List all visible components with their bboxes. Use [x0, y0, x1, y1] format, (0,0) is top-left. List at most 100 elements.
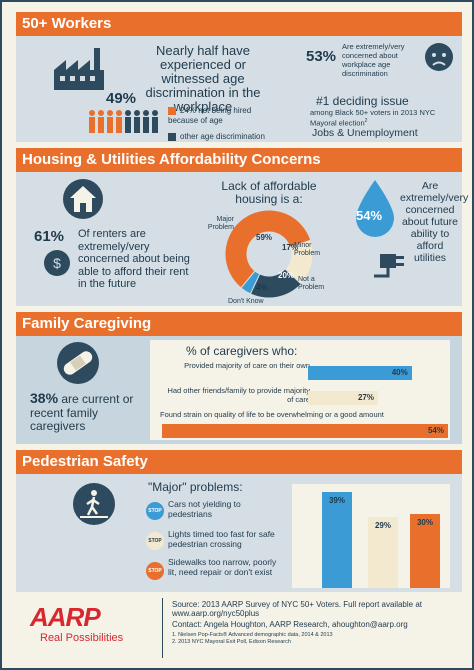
aarp-tagline: Real Possibilities [40, 632, 124, 644]
slice-label-not: 20% [278, 271, 294, 280]
concern-text: Are extremely/very concerned about workp… [342, 42, 405, 78]
stop-sign-icon: STOP [146, 562, 164, 580]
caregiving-text: 38% are current or recent family caregiv… [30, 390, 140, 434]
person-icon [107, 110, 113, 116]
care-cat-0: Provided majority of care on their own [184, 361, 310, 370]
worried-face-icon [425, 43, 453, 71]
slice-label-minor: 17% [282, 243, 298, 252]
person-body [152, 117, 158, 133]
pie-label-major: Major Problem [207, 216, 234, 231]
housing-chart-title: Lack of affordable housing is a: [221, 179, 317, 206]
utilities-pct: 54% [356, 208, 383, 223]
ped-cat-1: Lights timed too fast for safe pedestria… [168, 529, 275, 549]
svg-text:$: $ [53, 255, 61, 271]
footnote-2: 2. 2013 NYC Mayoral Exit Poll, Edison Re… [172, 639, 291, 645]
person-body [125, 117, 131, 133]
housing-body: 61% $ Of renters are extremely/very conc… [16, 172, 468, 306]
workers-legend: 24% not being hired because of age other… [168, 106, 278, 142]
footer-divider [162, 598, 163, 658]
workers-pct: 49% [106, 90, 137, 107]
ped-cat-0: Cars not yielding to pedestrians [168, 499, 241, 519]
care-bar-2: 54% [162, 424, 448, 438]
ped-bar-2: 30% [410, 514, 440, 588]
footer: AARP Real Possibilities Source: 2013 AAR… [16, 598, 462, 660]
stop-sign-icon: STOP [146, 532, 164, 550]
person-icon [116, 110, 122, 116]
pedestrian-chart-title: "Major" problems: [148, 480, 243, 494]
footnote-1: 1. Nielsen Pop-Facts® Advanced demograph… [172, 632, 333, 638]
legend-swatch [168, 132, 176, 141]
caregiving-header: Family Caregiving [16, 312, 462, 336]
aarp-logo: AARP [30, 602, 101, 632]
pie-slice-3 [240, 270, 261, 295]
issue-text-body: among Black 50+ voters in 2013 NYC Mayor… [310, 108, 436, 128]
issue-footnote: 2 [364, 118, 368, 124]
issue-answer: Jobs & Unemployment [312, 127, 418, 139]
pedestrian-header: Pedestrian Safety [16, 450, 462, 474]
care-bar-0: 40% [308, 366, 412, 380]
ped-bar-label-2: 30% [416, 518, 433, 528]
pie-label-not: Not a Problem [298, 276, 325, 291]
ped-bar-0: 39% [322, 492, 352, 588]
ped-cat-2: Sidewalks too narrow, poorly lit, need r… [168, 557, 277, 577]
person-body [107, 117, 113, 133]
ped-bar-label-1: 29% [374, 520, 391, 530]
pie-label-dontknow: Don't Know [228, 298, 264, 305]
slice-label-major: 59% [256, 233, 272, 242]
person-icon [134, 110, 140, 116]
workers-header: 50+ Workers [16, 12, 462, 36]
renters-text: Of renters are extremely/very concerned … [78, 228, 190, 290]
concern-pct: 53% [306, 48, 337, 65]
renters-pct: 61% [34, 228, 65, 245]
care-cat-2: Found strain on quality of life to be ov… [160, 410, 384, 419]
care-bar-1: 27% [308, 391, 378, 405]
ped-bar-1: 29% [368, 516, 398, 588]
person-icon [125, 110, 131, 116]
caregiving-chart-panel [150, 340, 450, 440]
footer-contact: Contact: Angela Houghton, AARP Research,… [172, 620, 408, 629]
person-icon [98, 110, 104, 116]
caregiving-chart-title: % of caregivers who: [186, 344, 298, 358]
slice-label-dontknow: 4% [256, 283, 268, 292]
footer-source: Source: 2013 AARP Survey of NYC 50+ Vote… [172, 600, 422, 618]
ped-bar-label-0: 39% [328, 496, 345, 505]
legend-label: other age discrimination [180, 132, 265, 141]
pie-slice-0 [224, 209, 312, 289]
legend-item-other: other age discrimination [168, 132, 278, 142]
caregiving-body: 38% are current or recent family caregiv… [16, 336, 462, 444]
person-body [98, 117, 104, 133]
money-icon: $ [44, 250, 70, 276]
caregiving-pct-text: are current or recent family caregivers [30, 392, 134, 433]
care-cat-1: Had other friends/family to provide majo… [167, 386, 310, 404]
person-body [116, 117, 122, 133]
water-drop-icon [356, 180, 394, 237]
bandage-icon [57, 342, 99, 384]
people-bar-icon [89, 110, 158, 133]
caregiving-pct: 38% [30, 390, 59, 406]
legend-swatch [168, 106, 176, 115]
care-bar-label-2: 54% [427, 426, 444, 435]
issue-title: #1 deciding issue [316, 94, 409, 108]
person-body [134, 117, 140, 133]
stop-sign-icon: STOP [146, 502, 164, 520]
issue-text: among Black 50+ voters in 2013 NYC Mayor… [310, 108, 440, 128]
plug-icon [374, 254, 404, 278]
person-icon [152, 110, 158, 116]
housing-donut-chart: 59% 17% 20% 4% [224, 209, 314, 299]
person-body [89, 117, 95, 133]
care-bar-label-1: 27% [357, 393, 374, 402]
pedestrian-body: "Major" problems: STOP Cars not yielding… [16, 474, 462, 592]
legend-item-hired: 24% not being hired because of age [168, 106, 278, 126]
person-icon [143, 110, 149, 116]
housing-header: Housing & Utilities Affordability Concer… [16, 148, 462, 172]
pie-label-minor: Minor Problem [294, 242, 321, 257]
care-bar-label-0: 40% [391, 368, 408, 377]
workers-body: Nearly half have experienced or witnesse… [16, 36, 462, 142]
factory-icon [54, 48, 104, 90]
house-icon [63, 179, 103, 219]
legend-label: 24% not being hired because of age [168, 106, 252, 125]
person-icon [89, 110, 95, 116]
pedestrian-crossing-icon [73, 483, 115, 525]
person-body [143, 117, 149, 133]
